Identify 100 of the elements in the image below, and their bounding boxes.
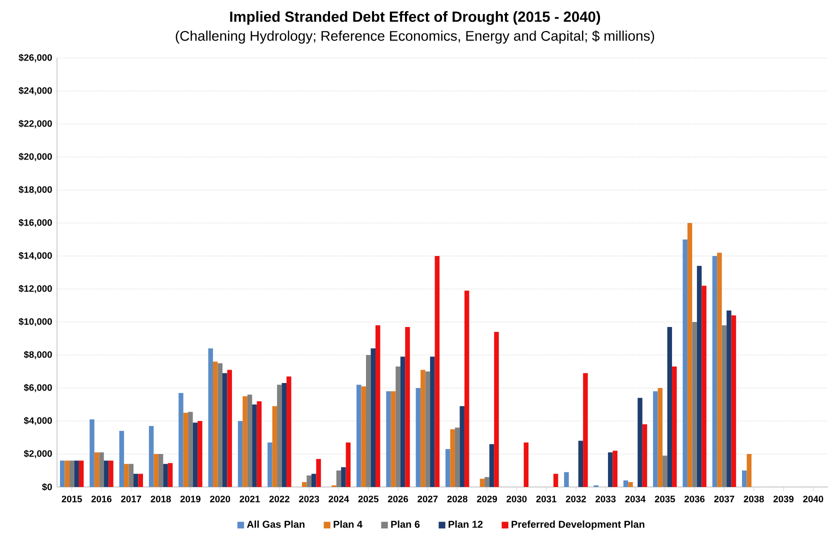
bar (108, 460, 114, 487)
x-tick-label: 2039 (773, 496, 794, 502)
x-tick-label: 2015 (62, 496, 82, 502)
bar (238, 421, 243, 487)
bar (464, 290, 470, 487)
bar (138, 474, 144, 487)
bar (154, 454, 158, 487)
bar (99, 452, 104, 487)
x-tick-label: 2023 (298, 496, 320, 502)
bar (682, 240, 688, 487)
bar (60, 460, 65, 487)
bar (564, 472, 569, 487)
bar (445, 449, 450, 487)
bar (454, 428, 460, 487)
bar (158, 454, 164, 487)
bar (306, 475, 312, 487)
bar (316, 458, 321, 487)
bar (311, 474, 316, 487)
bar (702, 286, 706, 487)
legend-label: Plan 12 (448, 520, 483, 528)
bar (361, 386, 366, 487)
x-tick-label: 2035 (654, 496, 676, 502)
bar (134, 474, 138, 487)
bar (726, 310, 732, 487)
bar (484, 477, 490, 487)
bar (78, 460, 84, 487)
bar (148, 426, 154, 487)
bar (128, 464, 134, 487)
x-tick-label: 2036 (684, 496, 705, 502)
bar (696, 266, 702, 487)
bar (178, 392, 184, 487)
bar (489, 444, 494, 487)
bar (653, 391, 658, 487)
bar (578, 440, 584, 487)
y-tick-label: $10,000 (18, 318, 52, 326)
x-tick-label: 2020 (210, 496, 230, 502)
bar (272, 406, 278, 487)
chart-subtitle: (Challening Hydrology; Reference Economics, Energy and Capital; $ millions) (176, 30, 654, 44)
x-tick-label: 2027 (418, 496, 438, 502)
bar (480, 478, 485, 487)
legend-label: Plan 4 (334, 520, 362, 528)
x-tick-label: 2016 (91, 496, 112, 502)
legend-label: Preferred Development Plan (512, 520, 644, 530)
y-tick-label: $6,000 (24, 384, 52, 392)
bar (638, 398, 642, 487)
x-tick-label: 2034 (625, 496, 646, 502)
x-tick-label: 2021 (240, 496, 260, 502)
bar (386, 391, 391, 487)
bar (282, 383, 287, 487)
x-tick-label: 2038 (744, 496, 764, 502)
bar (658, 388, 663, 487)
bar (346, 442, 351, 487)
bar (366, 355, 371, 487)
bar (256, 401, 262, 487)
x-tick-label: 2026 (388, 496, 408, 502)
bar (286, 376, 292, 487)
bar (628, 482, 633, 487)
y-tick-label: $4,000 (24, 416, 52, 426)
x-tick-label: 2030 (506, 496, 527, 502)
legend-label: Plan 6 (391, 520, 420, 528)
bar (460, 406, 464, 487)
bar (247, 394, 252, 487)
bar (742, 470, 747, 487)
bar (420, 370, 426, 487)
bar (553, 474, 558, 487)
bar (252, 404, 257, 487)
bar (370, 348, 376, 487)
bar (212, 362, 218, 487)
x-tick-label: 2028 (447, 496, 468, 502)
bar (198, 421, 202, 487)
bar (524, 442, 528, 487)
bar (188, 412, 193, 487)
bar (341, 467, 346, 487)
bar (268, 442, 272, 487)
bar (124, 464, 129, 487)
y-tick-label: $12,000 (18, 284, 52, 294)
bar (74, 460, 79, 487)
bar (608, 452, 613, 487)
legend-label: All Gas Plan (246, 520, 304, 528)
bar (69, 460, 74, 487)
bar (192, 422, 198, 487)
bar (90, 419, 94, 487)
bar (183, 412, 188, 487)
bar (672, 366, 677, 487)
bar (692, 322, 697, 487)
bar (277, 384, 282, 487)
bar (662, 456, 668, 487)
bar (405, 326, 410, 487)
x-tick-label: 2022 (269, 496, 290, 502)
x-tick-label: 2024 (328, 496, 350, 502)
bar (731, 315, 736, 487)
bar (396, 366, 400, 487)
bar (222, 373, 228, 487)
bar (208, 348, 213, 487)
x-tick-label: 2019 (180, 496, 200, 502)
x-tick-label: 2037 (714, 496, 734, 502)
bar (450, 429, 455, 487)
bar (722, 325, 727, 487)
bar (302, 482, 307, 487)
x-tick-label: 2032 (566, 496, 586, 502)
